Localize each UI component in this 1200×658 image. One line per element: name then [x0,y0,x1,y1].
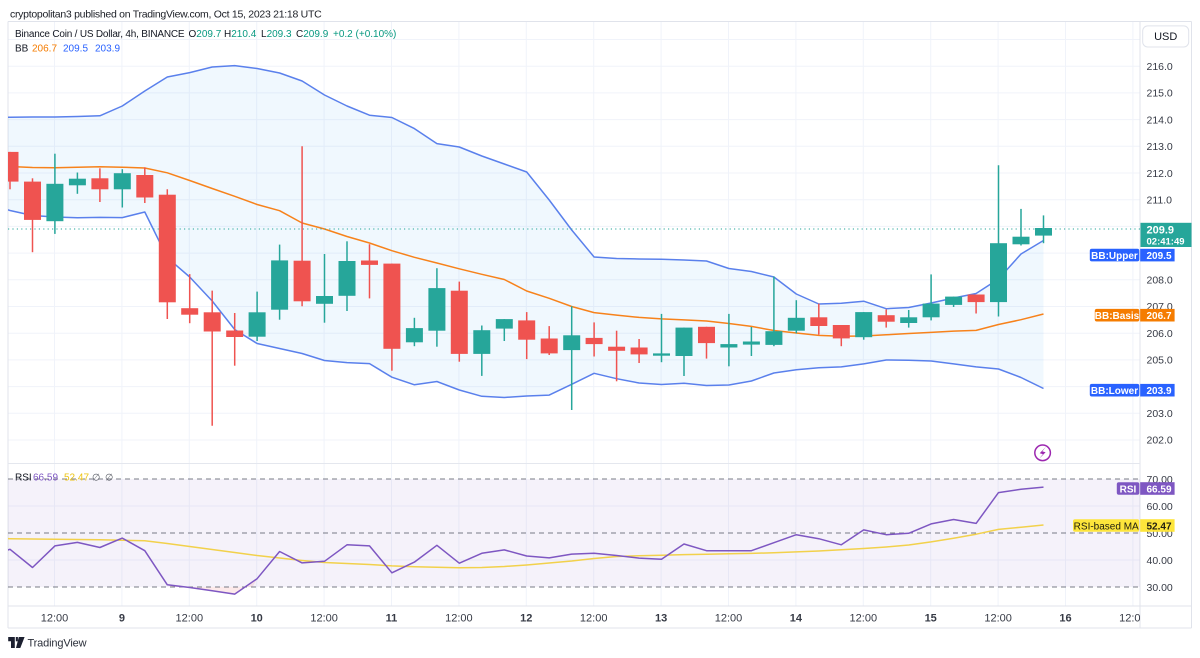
svg-text:12:00: 12:00 [715,613,743,625]
svg-text:12:00: 12:00 [445,613,473,625]
svg-text:60.00: 60.00 [1147,501,1173,513]
svg-text:12:00: 12:00 [850,613,878,625]
svg-text:66.59: 66.59 [1147,484,1172,495]
svg-text:213.0: 213.0 [1147,141,1173,153]
svg-text:211.0: 211.0 [1147,195,1173,207]
svg-text:203.0: 203.0 [1147,408,1173,420]
svg-text:212.0: 212.0 [1147,168,1173,180]
svg-text:209.9: 209.9 [1147,225,1175,237]
svg-text:215.0: 215.0 [1147,88,1173,100]
svg-text:12: 12 [520,613,532,625]
svg-text:cryptopolitan3 published on Tr: cryptopolitan3 published on TradingView.… [10,8,322,20]
svg-text:12:00: 12:00 [580,613,608,625]
svg-text:206.7: 206.7 [1147,311,1172,322]
svg-text:12:00: 12:00 [41,613,69,625]
svg-text:205.0: 205.0 [1147,355,1173,367]
svg-text:16: 16 [1059,613,1071,625]
svg-text:9: 9 [119,613,125,625]
svg-text:14: 14 [790,613,803,625]
svg-text:12:00: 12:00 [310,613,338,625]
svg-text:BB:Upper: BB:Upper [1091,251,1138,262]
svg-text:RSI: RSI [1120,484,1137,495]
svg-text:202.0: 202.0 [1147,435,1173,447]
svg-text:52.47: 52.47 [1147,521,1172,532]
svg-text:02:41:49: 02:41:49 [1147,237,1185,248]
svg-text:10: 10 [251,613,263,625]
svg-text:USD: USD [1154,31,1177,43]
svg-text:209.5: 209.5 [1147,251,1172,262]
svg-text:BB:Lower: BB:Lower [1091,386,1138,397]
svg-text:RSI-based MA: RSI-based MA [1074,521,1139,532]
svg-text:40.00: 40.00 [1147,555,1173,567]
svg-text:11: 11 [386,613,398,625]
svg-text:BB:Basis: BB:Basis [1095,311,1140,322]
svg-text:214.0: 214.0 [1147,114,1173,126]
svg-text:12:00: 12:00 [176,613,204,625]
svg-text:203.9: 203.9 [1147,386,1172,397]
svg-text:216.0: 216.0 [1147,61,1173,73]
svg-text:206.0: 206.0 [1147,328,1173,340]
svg-text:30.00: 30.00 [1147,582,1173,594]
svg-text:12:00: 12:00 [984,613,1012,625]
svg-text:TradingView: TradingView [28,638,87,650]
svg-text:12:00: 12:00 [1119,613,1147,625]
svg-text:208.0: 208.0 [1147,275,1173,287]
svg-text:Binance Coin / US Dollar, 4h,: Binance Coin / US Dollar, 4h, BINANCE [15,29,185,40]
svg-text:13: 13 [655,613,667,625]
svg-text:15: 15 [925,613,937,625]
